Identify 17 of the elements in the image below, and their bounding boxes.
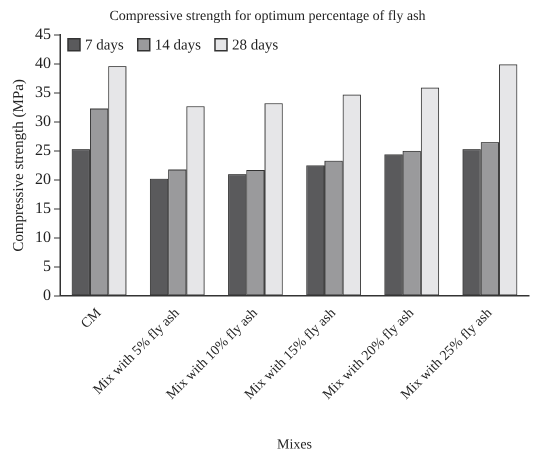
y-tick-label: 10: [35, 229, 51, 246]
y-tick-label: 15: [35, 200, 51, 218]
y-tick-label: 25: [35, 142, 51, 160]
legend-label: 28 days: [232, 38, 278, 54]
x-tick-label: CM: [78, 305, 105, 332]
legend-label: 14 days: [154, 38, 202, 54]
y-tick-label: 30: [35, 113, 51, 130]
chart-title: Compressive strength for optimum percentage of fly ash: [109, 9, 426, 24]
x-axis-title: Mixes: [277, 437, 312, 452]
y-tick-label: 0: [43, 287, 51, 304]
y-tick-label: 45: [35, 26, 51, 44]
y-tick-label: 20: [35, 171, 51, 188]
y-tick-label: 5: [43, 258, 51, 276]
legend-label: 7 days: [85, 38, 124, 54]
y-tick-label: 40: [35, 55, 51, 72]
y-axis-title: Compressive strength (MPa): [10, 79, 27, 252]
y-tick-label: 35: [35, 84, 51, 102]
